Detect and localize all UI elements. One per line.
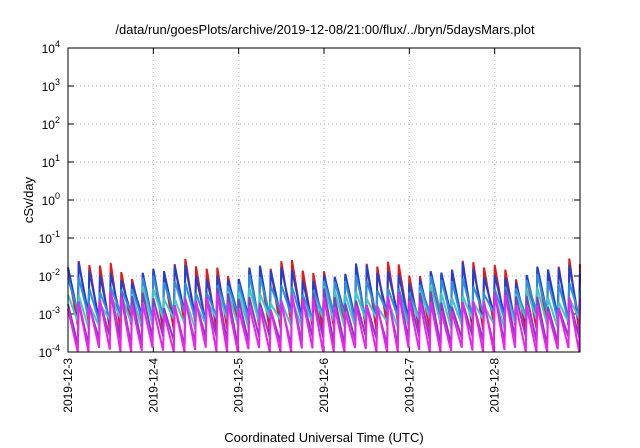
y-tick-label: 10-4 [39, 343, 60, 360]
x-tick-label: 2019-12-3 [61, 358, 75, 413]
y-tick-label: 10-3 [39, 305, 60, 322]
y-axis-label: cSv/day [21, 176, 36, 223]
y-tick-label: 103 [42, 77, 60, 94]
y-tick-label: 104 [42, 39, 60, 56]
x-tick-label: 2019-12-4 [146, 358, 160, 413]
series-line [67, 288, 581, 347]
x-axis-label: Coordinated Universal Time (UTC) [224, 430, 423, 445]
series-group [67, 258, 581, 353]
plot-frame [67, 47, 581, 353]
x-tick-label: 2019-12-8 [488, 358, 502, 413]
y-tick-label: 101 [42, 153, 60, 170]
series-line [67, 273, 581, 322]
x-tick-label: 2019-12-5 [232, 358, 246, 413]
y-tick-label: 100 [42, 191, 60, 208]
series-line [67, 291, 581, 353]
y-tick-labels: 10-4 10-3 10-2 10-1 100 101 102 103 104 [39, 39, 60, 360]
series-line [67, 262, 581, 324]
chart-title: /data/run/goesPlots/archive/2019-12-08/2… [115, 22, 535, 37]
x-tick-label: 2019-12-6 [317, 358, 331, 413]
y-tick-label: 102 [42, 115, 60, 132]
x-tick-labels: 2019-12-3 2019-12-4 2019-12-5 2019-12-6 2019… [61, 358, 502, 413]
y-tick-label: 10-2 [39, 267, 60, 284]
y-tick-label: 10-1 [39, 229, 60, 246]
x-tick-label: 2019-12-7 [402, 358, 416, 413]
